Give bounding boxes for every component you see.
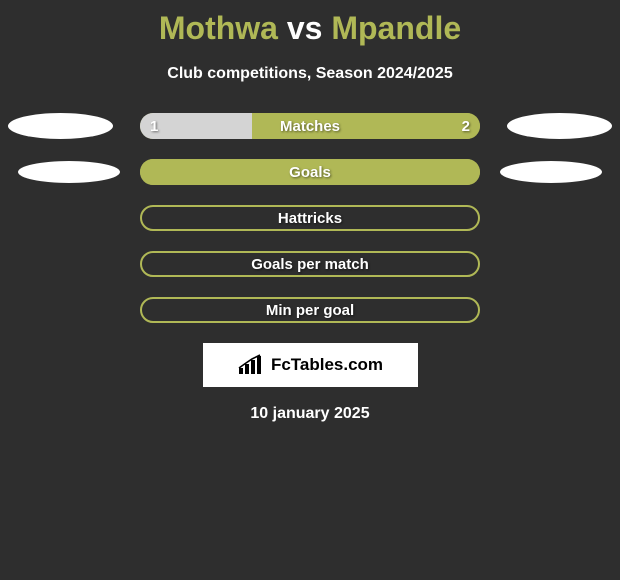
stat-row: Hattricks: [0, 205, 620, 231]
player1-name: Mothwa: [159, 10, 278, 46]
left-marker: [8, 113, 113, 139]
subtitle: Club competitions, Season 2024/2025: [0, 65, 620, 83]
stat-label: Goals per match: [142, 253, 478, 275]
vs-text: vs: [287, 10, 323, 46]
date-text: 10 january 2025: [0, 405, 620, 423]
stat-row: Min per goal: [0, 297, 620, 323]
stat-row: 12Matches: [0, 113, 620, 139]
left-marker: [18, 161, 120, 183]
logo-box: FcTables.com: [203, 343, 418, 387]
stat-label: Hattricks: [142, 207, 478, 229]
stat-bar: Min per goal: [140, 297, 480, 323]
right-marker: [507, 113, 612, 139]
stat-label: Min per goal: [142, 299, 478, 321]
stat-bar: Goals: [140, 159, 480, 185]
player2-name: Mpandle: [331, 10, 461, 46]
stat-label: Goals: [140, 159, 480, 185]
stat-label: Matches: [140, 113, 480, 139]
comparison-chart: 12Matches Goals Hattricks Goals per match Mi…: [0, 113, 620, 323]
stat-bar: 12Matches: [140, 113, 480, 139]
stat-row: Goals per match: [0, 251, 620, 277]
stat-bar: Goals per match: [140, 251, 480, 277]
stat-bar: Hattricks: [140, 205, 480, 231]
right-marker: [500, 161, 602, 183]
chart-icon: [237, 354, 267, 376]
stat-row: Goals: [0, 159, 620, 185]
comparison-title: Mothwa vs Mpandle: [0, 0, 620, 47]
logo-text: FcTables.com: [271, 355, 383, 375]
